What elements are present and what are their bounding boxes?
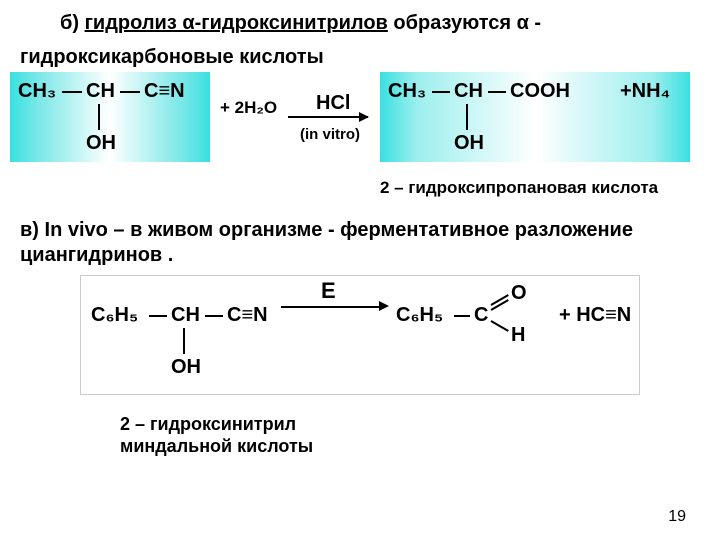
product-molecule: CH₃ CH COOH +NH₄ OH	[380, 72, 690, 162]
atom-ch: CH	[454, 80, 483, 103]
subtitle: гидроксикарбоновые кислоты	[20, 46, 324, 69]
bond	[205, 315, 223, 317]
atom-ch3: CH₃	[18, 80, 56, 103]
atom-c6h5: C₆H₅	[91, 304, 138, 327]
bond-vert	[466, 104, 468, 130]
atom-ch3: CH₃	[388, 80, 426, 103]
label2-line2: миндальной кислоты	[120, 436, 313, 458]
hcn: + HC≡N	[559, 304, 631, 327]
arrow-line	[281, 306, 381, 308]
reactant-molecule: CH₃ CH C≡N OH	[10, 72, 210, 162]
atom-oh: OH	[454, 132, 484, 155]
title-prefix: б)	[60, 12, 85, 34]
title-underline: гидролиз α-гидроксинитрилов	[85, 12, 388, 34]
atom-o: O	[511, 282, 527, 305]
bond-vert	[183, 328, 185, 354]
arrow-head	[379, 301, 389, 311]
atom-oh: OH	[86, 132, 116, 155]
atom-cooh: COOH	[510, 80, 570, 103]
reactant-2-label: 2 – гидроксинитрил миндальной кислоты	[120, 414, 313, 457]
reaction-2: C₆H₅ CH C≡N OH E C₆H₅ C O H + HC≡N	[80, 275, 640, 395]
page-number: 19	[668, 508, 686, 526]
bond	[120, 91, 140, 93]
bond	[149, 315, 167, 317]
atom-oh: OH	[171, 356, 201, 379]
enzyme-E: E	[321, 278, 336, 304]
bond	[454, 315, 470, 317]
atom-c: C	[474, 304, 488, 327]
section-b-title: б) гидролиз α-гидроксинитрилов образуютс…	[60, 12, 541, 35]
bond	[432, 91, 450, 93]
bond	[62, 91, 82, 93]
section-v-text: в) In vivo – в живом организме - фермент…	[20, 218, 700, 268]
product-name: 2 – гидроксипропановая кислота	[380, 178, 658, 198]
atom-c6h5-2: C₆H₅	[396, 304, 443, 327]
atom-ch: CH	[86, 80, 115, 103]
title-suffix: образуются α -	[388, 12, 541, 34]
atom-ch: CH	[171, 304, 200, 327]
atom-cn: C≡N	[144, 80, 185, 103]
bond	[491, 320, 509, 332]
label2-line1: 2 – гидроксинитрил	[120, 414, 313, 436]
hcl-label: HCl	[316, 92, 350, 115]
atom-nh4: +NH₄	[620, 80, 670, 103]
atom-cn: C≡N	[227, 304, 268, 327]
bond	[488, 91, 506, 93]
atom-h: H	[511, 324, 525, 347]
reaction-arrow	[288, 116, 368, 118]
plus-water: + 2H₂O	[220, 98, 277, 118]
reaction-1: CH₃ CH C≡N OH + 2H₂O HCl (in vitro) CH₃ …	[10, 72, 710, 167]
in-vitro-label: (in vitro)	[300, 126, 360, 143]
bond-vert	[98, 104, 100, 130]
